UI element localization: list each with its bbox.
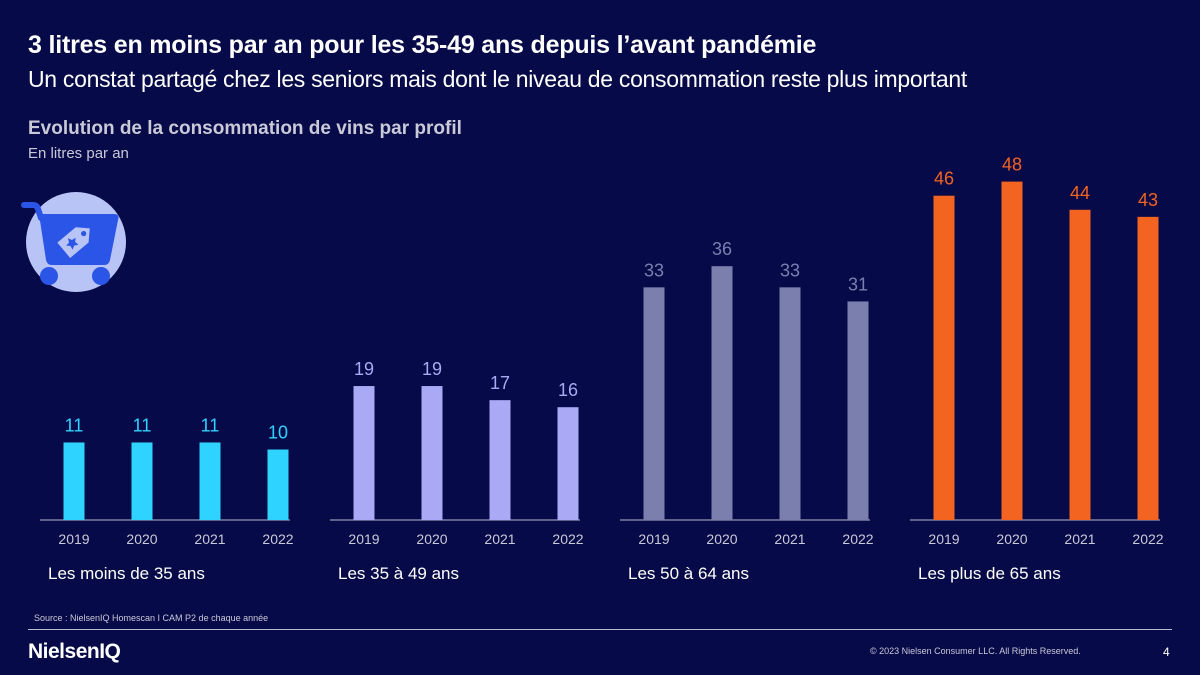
tick-label-35-49-2022: 2022	[552, 531, 583, 547]
data-label-50-64-2020: 36	[712, 239, 732, 259]
bar-65-plus-2022	[1137, 216, 1159, 520]
tick-label-under-35-2021: 2021	[194, 531, 225, 547]
bar-65-plus-2019	[933, 195, 955, 520]
data-label-35-49-2022: 16	[558, 380, 578, 400]
panel-label-65-plus: Les plus de 65 ans	[918, 564, 1061, 583]
tick-label-35-49-2019: 2019	[348, 531, 379, 547]
tick-label-35-49-2020: 2020	[416, 531, 447, 547]
bar-65-plus-2021	[1069, 209, 1091, 521]
bar-50-64-2020	[711, 266, 733, 520]
bar-65-plus-2020	[1001, 181, 1023, 520]
bar-35-49-2021	[489, 400, 511, 520]
tick-label-50-64-2019: 2019	[638, 531, 669, 547]
bar-35-49-2020	[421, 386, 443, 520]
data-label-under-35-2019: 11	[65, 415, 84, 435]
chart-unit-label: En litres par an	[28, 145, 129, 162]
tick-label-50-64-2020: 2020	[706, 531, 737, 547]
data-label-65-plus-2022: 43	[1138, 190, 1158, 210]
chart-title: Evolution de la consommation de vins par…	[28, 118, 462, 139]
data-label-under-35-2020: 11	[133, 415, 152, 435]
bar-under-35-2021	[199, 442, 221, 520]
tick-label-65-plus-2022: 2022	[1132, 531, 1163, 547]
tick-label-under-35-2019: 2019	[58, 531, 89, 547]
data-label-65-plus-2021: 44	[1070, 183, 1090, 203]
footer-divider	[28, 629, 1172, 630]
copyright-notice: © 2023 Nielsen Consumer LLC. All Rights …	[870, 646, 1081, 656]
bar-under-35-2020	[131, 442, 153, 520]
tick-label-65-plus-2021: 2021	[1064, 531, 1095, 547]
tick-label-35-49-2021: 2021	[484, 531, 515, 547]
bar-50-64-2021	[779, 287, 801, 520]
data-label-65-plus-2020: 48	[1002, 155, 1022, 175]
tick-label-65-plus-2019: 2019	[928, 531, 959, 547]
wine-consumption-chart: 11 2019 11 2020 11 2021 10 2022 19 2019 19 2020 17 20…	[40, 155, 1164, 547]
tick-label-50-64-2022: 2022	[842, 531, 873, 547]
nielseniq-logo: NielsenIQ	[28, 640, 121, 663]
tick-label-65-plus-2020: 2020	[996, 531, 1027, 547]
page-number: 4	[1163, 645, 1170, 659]
slide-title: 3 litres en moins par an pour les 35-49 …	[28, 31, 817, 59]
data-label-65-plus-2019: 46	[934, 169, 954, 189]
data-label-35-49-2020: 19	[422, 359, 442, 379]
bar-under-35-2022	[267, 449, 289, 520]
slide-subtitle: Un constat partagé chez les seniors mais…	[28, 66, 967, 92]
data-label-35-49-2019: 19	[354, 359, 374, 379]
bar-35-49-2019	[353, 386, 375, 520]
panel-label-50-64: Les 50 à 64 ans	[628, 564, 749, 583]
bar-35-49-2022	[557, 407, 579, 520]
bar-50-64-2019	[643, 287, 665, 520]
tick-label-under-35-2022: 2022	[262, 531, 293, 547]
tick-label-50-64-2021: 2021	[774, 531, 805, 547]
data-label-under-35-2022: 10	[268, 423, 288, 443]
data-label-50-64-2021: 33	[780, 260, 800, 280]
data-label-50-64-2022: 31	[848, 274, 868, 294]
panel-label-under-35: Les moins de 35 ans	[48, 564, 205, 583]
bar-50-64-2022	[847, 301, 869, 520]
data-label-under-35-2021: 11	[201, 415, 220, 435]
bar-under-35-2019	[63, 442, 85, 520]
tick-label-under-35-2020: 2020	[126, 531, 157, 547]
panel-label-35-49: Les 35 à 49 ans	[338, 564, 459, 583]
source-note: Source : NielsenIQ Homescan I CAM P2 de …	[34, 613, 269, 623]
data-label-50-64-2019: 33	[644, 260, 664, 280]
shopping-cart-tag-icon	[21, 192, 126, 292]
data-label-35-49-2021: 17	[490, 373, 510, 393]
